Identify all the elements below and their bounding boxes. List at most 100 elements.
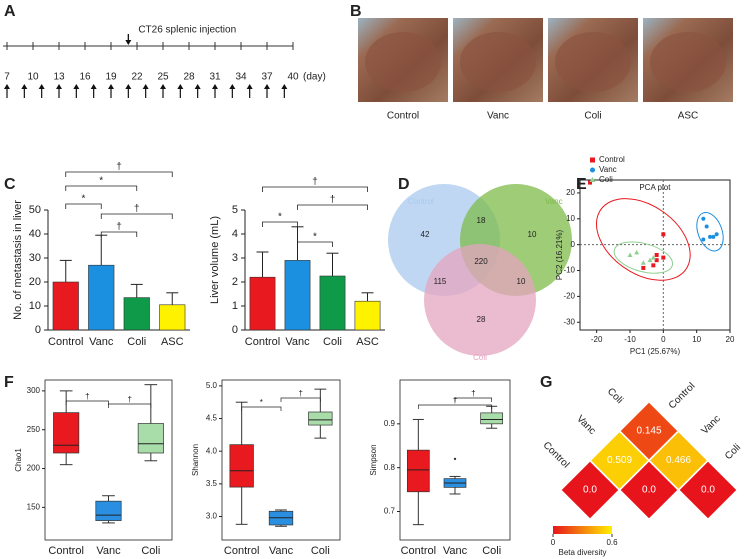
x-tick-label: Vanc	[89, 336, 114, 348]
arrow-head	[142, 84, 149, 89]
y-tick-label: 4	[232, 228, 238, 240]
row-label: Coli	[605, 386, 625, 406]
box	[480, 412, 504, 425]
arrow-head	[108, 84, 114, 89]
day-label: 40	[287, 72, 299, 83]
point	[634, 249, 640, 255]
arrow-head	[264, 84, 270, 89]
box	[406, 449, 430, 493]
panel-label: B	[350, 3, 362, 20]
significance-mark: *	[313, 232, 317, 243]
point	[651, 263, 656, 268]
day-label: 25	[157, 72, 169, 83]
x-tick-label: Coli	[482, 545, 501, 557]
arrow-head	[73, 84, 80, 89]
bar	[319, 275, 346, 331]
point	[647, 257, 653, 263]
point	[701, 237, 706, 242]
legend-label: Control	[599, 155, 625, 164]
y-tick-label: 10	[29, 300, 41, 312]
cell-label: 0.0	[642, 485, 656, 496]
day-unit: (day)	[303, 72, 326, 83]
point	[588, 180, 592, 185]
point	[704, 224, 709, 229]
day-label: 31	[209, 72, 221, 83]
significance-bracket	[297, 241, 333, 247]
y-tick-label: 5.0	[206, 381, 218, 390]
bar	[88, 264, 115, 331]
x-tick-label: 0	[661, 335, 666, 344]
arrow-head	[38, 84, 45, 89]
cell-label: 0.0	[583, 485, 597, 496]
bar	[52, 281, 79, 331]
significance-bracket	[297, 204, 368, 210]
y-tick-label: 10	[566, 214, 575, 223]
day-label: 7	[4, 72, 10, 83]
significance-mark: †	[127, 395, 131, 404]
legend-label: Coli	[599, 175, 613, 184]
x-tick-label: 20	[726, 335, 735, 344]
significance-bracket	[65, 400, 109, 405]
heatmap-cell	[560, 460, 620, 520]
legend-label: Vanc	[599, 165, 617, 174]
point	[701, 216, 706, 221]
x-tick-label: Vanc	[443, 545, 468, 557]
significance-bracket	[100, 213, 173, 219]
x-tick-label: Vanc	[269, 545, 294, 557]
day-label: 34	[235, 72, 247, 83]
y-tick-label: 2	[232, 276, 238, 288]
significance-mark: †	[330, 195, 336, 206]
liver-shape	[650, 32, 726, 92]
significance-mark: †	[312, 177, 318, 188]
significance-mark: †	[85, 392, 89, 401]
significance-mark: *	[82, 194, 86, 205]
venn-set	[424, 244, 536, 356]
injection-label: CT26 splenic injection	[138, 25, 236, 36]
significance-mark: *	[278, 212, 282, 223]
colorbar-tick-label: 0	[551, 538, 556, 547]
box	[308, 411, 333, 426]
significance-bracket	[280, 397, 321, 402]
significance-bracket	[262, 186, 368, 192]
significance-bracket	[65, 185, 138, 191]
significance-bracket	[262, 221, 298, 227]
y-tick-label: -10	[563, 266, 575, 275]
y-tick-label: 3.0	[206, 512, 218, 521]
x-tick-label: -10	[624, 335, 636, 344]
x-tick-label: ASC	[161, 336, 184, 348]
arrow-head	[56, 84, 62, 89]
y-axis-label: Simpson	[369, 444, 378, 475]
venn-set-label: Coli	[473, 353, 487, 362]
cell-label: 0.0	[701, 485, 715, 496]
point	[661, 232, 666, 237]
confidence-ellipse	[595, 198, 691, 281]
significance-bracket	[108, 403, 152, 408]
arrow-head	[125, 40, 132, 45]
box	[229, 444, 254, 488]
y-tick-label: 20	[29, 276, 41, 288]
y-tick-label: 30	[29, 252, 41, 264]
x-tick-label: Coli	[141, 545, 160, 557]
box	[53, 412, 80, 454]
y-tick-label: -30	[563, 317, 575, 326]
day-label: 37	[261, 72, 273, 83]
y-axis-label: PC2 (16.21%)	[555, 230, 564, 281]
liver-shape	[365, 32, 441, 92]
colorbar-tick-label: 0.6	[606, 538, 618, 547]
x-tick-label: -20	[591, 335, 603, 344]
significance-mark: *	[260, 398, 263, 407]
significance-bracket	[417, 404, 493, 409]
y-axis-label: Shannon	[191, 444, 200, 476]
y-axis-label: Liver volume (mL)	[209, 216, 221, 304]
bar	[159, 304, 186, 331]
photo-label: Coli	[584, 111, 601, 122]
confidence-ellipse	[613, 241, 674, 274]
y-tick-label: 0.8	[384, 463, 396, 472]
arrow-head	[177, 84, 184, 89]
significance-bracket	[65, 171, 173, 177]
panel-label: A	[4, 3, 16, 20]
day-label: 10	[27, 72, 39, 83]
panel-label: C	[4, 176, 16, 193]
x-axis-label: PC1 (25.67%)	[630, 347, 681, 356]
significance-mark: *	[99, 176, 103, 187]
